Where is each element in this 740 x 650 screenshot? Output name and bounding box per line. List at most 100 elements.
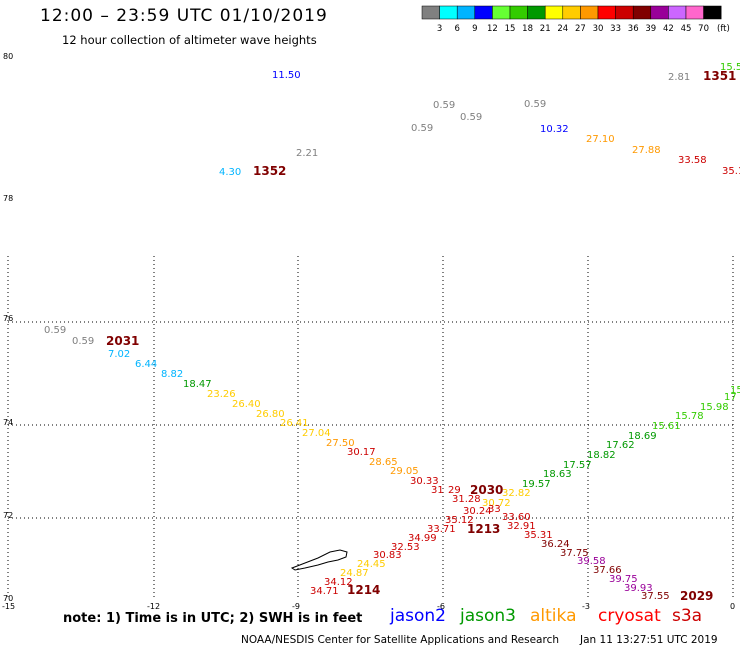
color-scale-swatch: [474, 5, 493, 20]
color-scale-swatch: [544, 5, 564, 20]
lat-label-80: 80: [3, 52, 13, 61]
wave-height-label: 2.21: [296, 148, 318, 159]
lat-label-70: 70: [3, 594, 13, 603]
pass-time-labels: 1351 1352 2031 2030 1213 1214 2029: [106, 69, 736, 603]
pass-time-label: 2031: [106, 334, 139, 348]
color-scale-tick: 45: [681, 24, 692, 34]
lon-label-minus3: -3: [582, 602, 590, 611]
wave-height-label: 0.59: [460, 112, 482, 123]
color-scale-swatch: [492, 5, 511, 20]
wave-height-label: 26.40: [232, 399, 261, 410]
wave-height-label: 19.57: [522, 479, 551, 490]
wave-height-label: 33: [488, 504, 501, 515]
wave-height-label: 33.60: [502, 512, 531, 523]
wave-height-label: 30.24: [463, 506, 492, 517]
lat-label-74: 74: [3, 418, 13, 427]
wave-height-label: 34.12: [324, 577, 353, 588]
pass-time-label: 2030: [470, 483, 503, 497]
wave-height-label: 39.75: [609, 574, 638, 585]
wave-height-label: 27.88: [632, 145, 661, 156]
color-scale-tick: 12: [487, 24, 498, 34]
wave-height-label: 11.50: [272, 70, 301, 81]
wave-height-label: 33.71: [427, 524, 456, 535]
wave-height-label: 29.05: [390, 466, 419, 477]
lon-label-minus6: -6: [437, 602, 445, 611]
wave-height-label: 0.59: [44, 325, 66, 336]
wave-height-label: 17.62: [606, 440, 635, 451]
jan-mayen-island: [290, 549, 348, 571]
wave-height-label: 8.82: [161, 369, 183, 380]
color-scale-labels: 3 6 9 12 15 18 21 24 27 30 33 36 39 42 45 70 (ft): [437, 24, 730, 34]
wave-height-label: 36.24: [541, 539, 570, 550]
color-scale-tick: 9: [472, 24, 477, 34]
wave-height-label: 33.58: [678, 155, 707, 166]
satellite-legend-cryosat: cryosat: [598, 606, 661, 626]
lon-label-0: 0: [730, 602, 735, 611]
wave-height-label: 39.58: [577, 556, 606, 567]
wave-height-label: 27.10: [586, 134, 615, 145]
wave-height-label: 18.63: [543, 469, 572, 480]
wave-height-label: 0.59: [411, 123, 433, 134]
wave-height-label: 15.61: [652, 421, 681, 432]
wave-height-label: 6.44: [135, 359, 157, 370]
wave-height-label: 0.59: [72, 336, 94, 347]
wave-height-label: 26.80: [256, 409, 285, 420]
wave-height-label: 35.31: [524, 530, 553, 541]
wave-height-label: 37.66: [593, 565, 622, 576]
color-scale-swatch: [668, 5, 687, 20]
color-scale-swatch: [703, 5, 722, 20]
satellite-legend-jason3: jason3: [460, 606, 516, 626]
footer-timestamp: Jan 11 13:27:51 UTC 2019: [580, 634, 718, 646]
color-scale-swatch: [456, 5, 476, 20]
color-scale-tick: 18: [522, 24, 533, 34]
color-scale-swatch: [685, 5, 704, 20]
map-grid: [7, 256, 734, 598]
wave-height-label: 2.81: [668, 72, 690, 83]
wave-height-label: 30.72: [482, 498, 511, 509]
wave-height-label: 15.98: [700, 402, 729, 413]
wave-height-label: 26.41: [280, 418, 309, 429]
wave-height-label: 28.65: [369, 457, 398, 468]
color-scale: [421, 5, 722, 20]
wave-height-label: 27.04: [302, 428, 331, 439]
lat-label-72: 72: [3, 511, 13, 520]
wave-height-label: 35.12: [445, 515, 474, 526]
color-scale-swatch: [509, 5, 528, 20]
lat-label-76: 76: [3, 314, 13, 323]
color-scale-tick: 21: [540, 24, 551, 34]
color-scale-tick: 15: [505, 24, 516, 34]
wave-height-label: 0.59: [433, 100, 455, 111]
wave-height-label: 34.71: [310, 586, 339, 597]
pass-time-label: 1214: [347, 583, 380, 597]
color-scale-unit: (ft): [717, 24, 730, 34]
wave-height-label: 7.02: [108, 349, 130, 360]
lon-label-minus9: -9: [292, 602, 300, 611]
color-scale-tick: 42: [663, 24, 674, 34]
pass-time-label: 1352: [253, 164, 286, 178]
wave-height-label: 10.32: [540, 124, 569, 135]
color-scale-swatch: [580, 5, 599, 20]
color-scale-tick: 6: [454, 24, 459, 34]
color-scale-tick: 27: [575, 24, 586, 34]
wave-height-label: 18.47: [183, 379, 212, 390]
wave-height-label: 35.1: [722, 166, 740, 177]
wave-height-label: 15.78: [675, 411, 704, 422]
wave-height-label: 30.33: [410, 476, 439, 487]
color-scale-tick: 36: [628, 24, 639, 34]
wave-height-label: 31.28: [452, 494, 481, 505]
pass-time-label: 1351: [703, 69, 736, 83]
wave-height-label: 31: [431, 485, 444, 496]
wave-height-labels: 11.50 2.81 15.5 0.59 0.59 0.59 0.59 10.3…: [44, 62, 740, 602]
wave-height-label: 32.91: [507, 521, 536, 532]
wave-height-label: 15.5: [720, 62, 740, 73]
lon-label-minus15: -15: [2, 602, 15, 611]
map-subtitle: 12 hour collection of altimeter wave hei…: [62, 33, 317, 47]
wave-height-label: 17: [724, 392, 737, 403]
wave-height-label: 37.75: [560, 548, 589, 559]
pass-time-label: 1213: [467, 522, 500, 536]
wave-height-label: 24.45: [357, 559, 386, 570]
color-scale-tick: 33: [610, 24, 621, 34]
satellite-legend-altika: altika: [530, 606, 577, 626]
footer-credits: NOAA/NESDIS Center for Satellite Applica…: [241, 634, 559, 646]
color-scale-tick: 30: [593, 24, 604, 34]
